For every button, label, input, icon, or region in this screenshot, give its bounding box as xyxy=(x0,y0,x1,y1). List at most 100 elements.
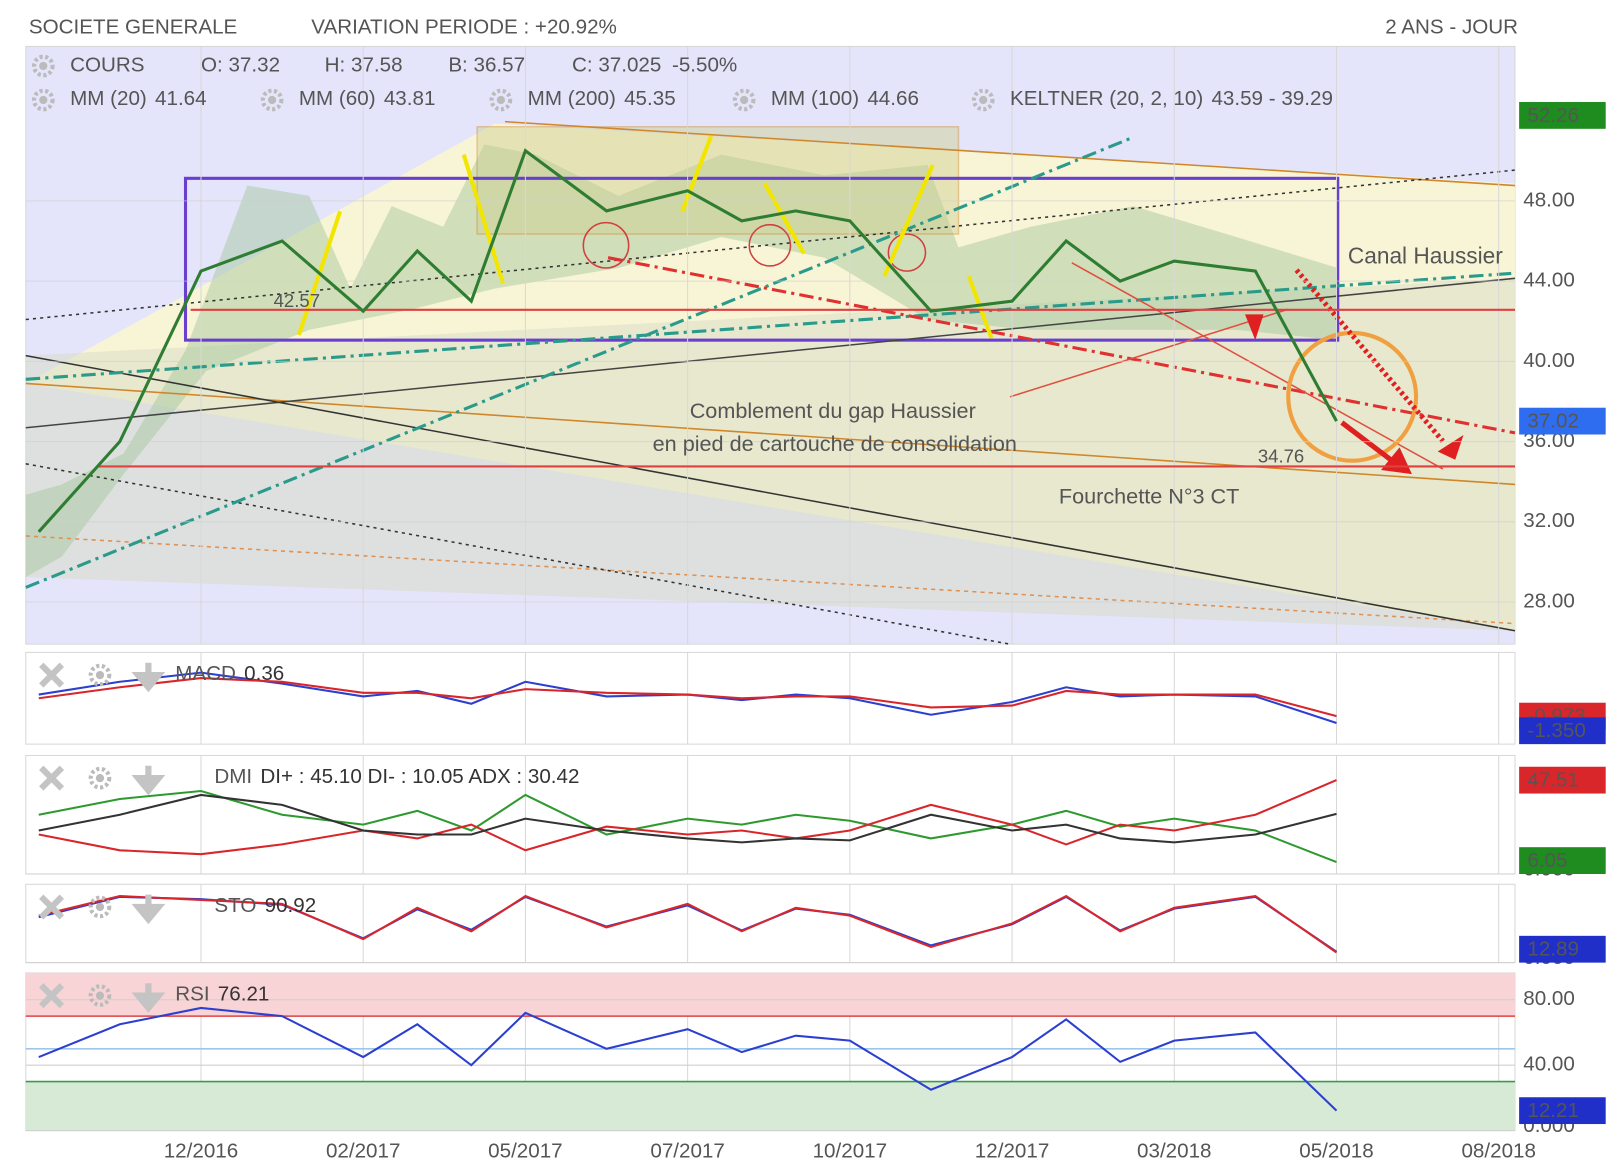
drawing xyxy=(762,182,806,255)
series-line xyxy=(38,779,1337,856)
icon-arrow xyxy=(131,662,166,693)
quote-low: B: 36.57 xyxy=(448,53,525,76)
oversold-band xyxy=(25,1081,1516,1131)
series-line xyxy=(38,677,1337,718)
x-tick-label: 08/2018 xyxy=(1461,1140,1536,1163)
level-label: 34.76 xyxy=(1258,446,1304,467)
drawing xyxy=(504,120,1516,187)
indicator-name: DMI xyxy=(214,766,252,789)
price-tag xyxy=(1519,847,1606,874)
indicator-title: DMI DI+ : 45.10 DI- : 10.05 ADX : 30.42 xyxy=(214,766,579,789)
icon-gear xyxy=(88,663,112,687)
indicator-reading: 90.92 xyxy=(265,894,317,917)
overlay-name: KELTNER (20, 2, 10) xyxy=(1010,87,1203,110)
indicator-title: STO 90.92 xyxy=(214,894,316,917)
drawing xyxy=(1244,314,1264,341)
icon-close xyxy=(39,894,65,920)
icon-close xyxy=(39,662,65,688)
series-line xyxy=(38,1006,1338,1112)
drawing xyxy=(680,135,714,213)
annotation: Comblement du gap Haussier xyxy=(690,398,976,423)
y-tick-label: 44.00 xyxy=(1523,269,1575,292)
y-tick-label: 28.00 xyxy=(1523,589,1575,612)
overlay-name: MM (20) xyxy=(70,87,147,110)
y-tick-label: 40.00 xyxy=(1523,1053,1575,1076)
quote-open: O: 37.32 xyxy=(201,53,280,76)
quote-label: COURS xyxy=(70,53,144,76)
overlay-name: MM (60) xyxy=(299,87,376,110)
panel-background xyxy=(25,883,1516,964)
icon-gear xyxy=(39,61,48,71)
y-tick-label: 80.00 xyxy=(1523,987,1575,1010)
price-tag xyxy=(1519,935,1606,963)
x-tick-label: 05/2017 xyxy=(488,1140,563,1163)
icon-arrow xyxy=(131,894,166,925)
icon-arrow xyxy=(131,765,166,796)
overlay-legend: MM (20) 41.64 xyxy=(70,87,207,110)
price-tag-label: 52.26 xyxy=(1527,104,1579,127)
x-tick-label: 02/2017 xyxy=(326,1140,401,1163)
icon-gear xyxy=(88,895,112,919)
drawing xyxy=(25,144,1338,578)
overlay-legend: MM (200) 45.35 xyxy=(528,87,676,110)
drawing xyxy=(25,463,1011,645)
price-tag xyxy=(1519,1097,1606,1125)
icon-close xyxy=(39,765,65,791)
drawing xyxy=(1294,268,1445,443)
icon-gear xyxy=(31,54,55,78)
annotation: en pied de cartouche de consolidation xyxy=(653,431,1017,456)
icon-gear xyxy=(95,991,105,1000)
drawing xyxy=(882,164,935,278)
overlay-name: MM (200) xyxy=(528,87,616,110)
drawing xyxy=(25,382,1516,486)
overbought-band xyxy=(25,972,1516,1017)
y-tick-label: 48.00 xyxy=(1523,188,1575,211)
price-tag xyxy=(1519,766,1606,794)
price-tag xyxy=(1519,407,1606,435)
series-line xyxy=(38,894,1338,954)
x-tick-label: 05/2018 xyxy=(1299,1140,1374,1163)
drawing xyxy=(25,535,1516,625)
icon-gear xyxy=(39,95,48,105)
overlay-reading: 41.64 xyxy=(155,87,207,110)
price-tag xyxy=(1519,717,1606,745)
y-tick-label: 32.00 xyxy=(1523,509,1575,532)
panel-background xyxy=(25,754,1516,875)
icon-gear xyxy=(979,95,988,105)
drawing xyxy=(25,277,1516,429)
indicator-name: STO xyxy=(214,894,256,917)
variation: VARIATION PERIODE : +20.92% xyxy=(311,15,617,38)
icon-gear xyxy=(496,95,505,105)
price-tag-label: 12.89 xyxy=(1527,938,1579,961)
indicator-title: MACD 0.36 xyxy=(175,663,284,686)
series-line xyxy=(38,789,1337,864)
annotation: Fourchette N°3 CT xyxy=(1059,484,1240,509)
drawing xyxy=(1009,308,1289,398)
icon-gear xyxy=(739,95,749,105)
icon-gear xyxy=(260,88,284,112)
period: 2 ANS - JOUR xyxy=(1385,15,1518,38)
drawing xyxy=(183,176,1340,342)
drawing xyxy=(748,223,792,267)
x-tick-label: 12/2017 xyxy=(975,1140,1050,1163)
drawing xyxy=(1286,330,1419,463)
x-tick-label: 12/2016 xyxy=(164,1140,239,1163)
icon-gear xyxy=(88,766,112,790)
series-line xyxy=(37,148,1338,533)
price-tag-label: 12.21 xyxy=(1527,1099,1579,1122)
drawing xyxy=(582,221,630,269)
x-tick-label: 10/2017 xyxy=(813,1140,888,1163)
overlay-reading: 43.59 - 39.29 xyxy=(1211,87,1332,110)
overlay-legend: MM (100) 44.66 xyxy=(771,87,919,110)
icon-gear xyxy=(732,88,756,112)
icon-gear xyxy=(267,95,277,105)
icon-arrow xyxy=(131,983,166,1013)
indicator-reading: 76.21 xyxy=(218,983,270,1006)
icon-gear xyxy=(489,88,513,112)
indicator-name: MACD xyxy=(175,663,236,686)
quote-close: C: 37.025 xyxy=(572,53,661,76)
drawing xyxy=(966,275,994,339)
price-tag-label: 37.02 xyxy=(1527,410,1579,433)
